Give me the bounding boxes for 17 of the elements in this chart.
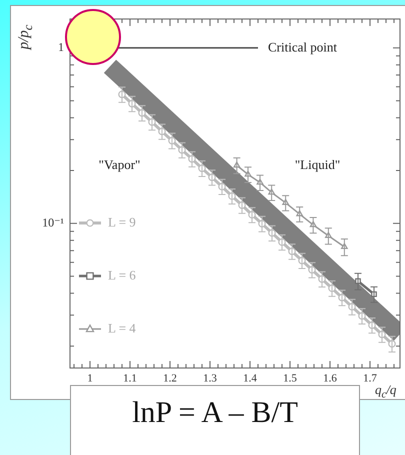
x-tick-label: 1.6 [323, 372, 338, 384]
x-tick-label: 1 [87, 372, 93, 384]
x-tick-label: 1.4 [243, 372, 258, 384]
y-tick-label: 10⁻¹ [42, 216, 64, 230]
legend-label: L = 9 [108, 214, 136, 230]
x-tick-label: 1.7 [363, 372, 378, 384]
text: lnP = A – B/T [131, 396, 299, 430]
annotation: "Vapor" [98, 157, 140, 172]
legend-label: L = 4 [108, 320, 136, 336]
x-tick-label: 1.3 [203, 372, 218, 384]
x-tick-label: 1.5 [283, 372, 298, 384]
ref-line-label: Critical point [268, 39, 338, 54]
x-tick-label: 1.1 [123, 372, 137, 384]
annotation: "Liquid" [294, 157, 340, 172]
legend-label: L = 6 [108, 267, 136, 282]
x-axis-title: q$_{c}$/q [375, 382, 396, 401]
x-tick-label: 1.2 [163, 372, 177, 384]
